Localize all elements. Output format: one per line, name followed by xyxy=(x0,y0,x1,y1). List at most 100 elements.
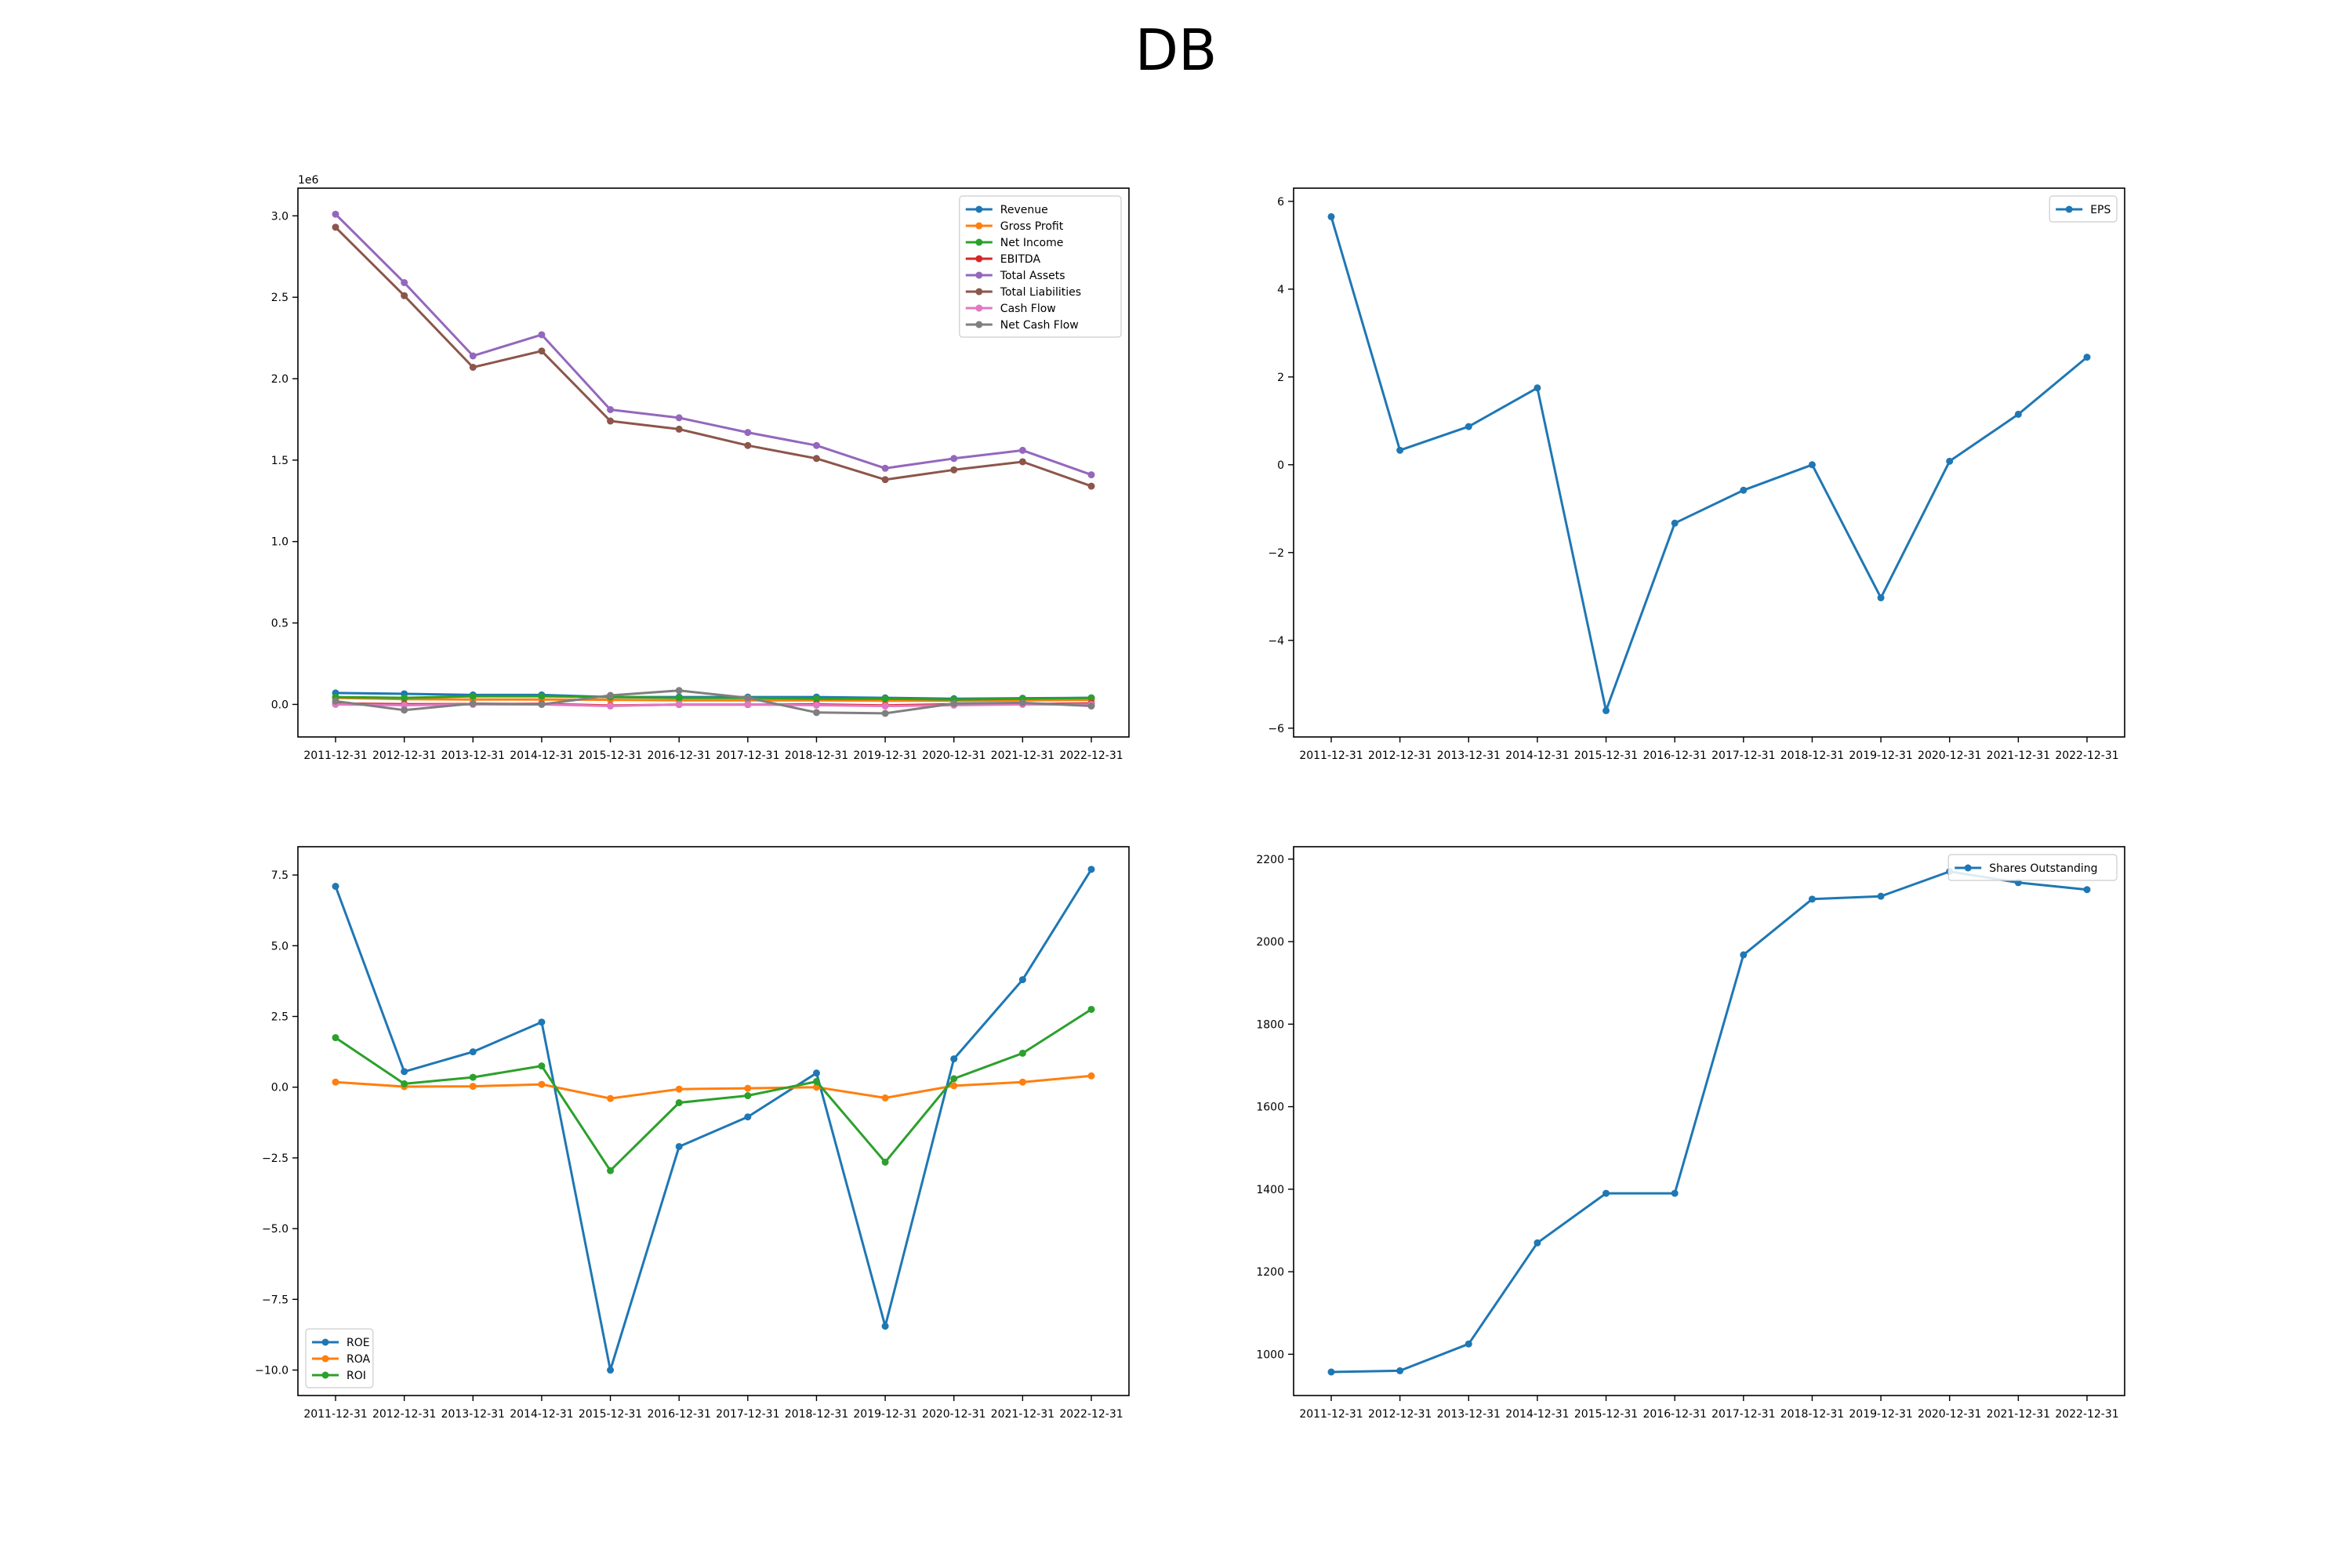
data-point xyxy=(401,701,408,709)
series-line xyxy=(334,869,1093,1371)
axes-frame xyxy=(1293,187,2125,738)
data-point xyxy=(675,1099,683,1107)
series-net-cash-flow xyxy=(332,687,1095,717)
y-tick-label: −2 xyxy=(1268,547,1284,560)
y-tick-label: 4 xyxy=(1277,284,1284,296)
y-tick-label: −7.5 xyxy=(262,1294,289,1306)
y-tick-label: 0.5 xyxy=(271,618,289,630)
y-tick-label: 1600 xyxy=(1256,1102,1284,1114)
x-tick-label: 2012-12-31 xyxy=(372,1408,436,1421)
series-line xyxy=(335,1074,1092,1100)
series-roa xyxy=(332,1072,1095,1102)
series-roe xyxy=(332,866,1095,1374)
data-point xyxy=(469,363,477,371)
legend: ROE ROA ROI xyxy=(305,1328,374,1388)
x-tick-label: 2019-12-31 xyxy=(1849,1408,1912,1421)
legend-label: Gross Profit xyxy=(1000,220,1064,233)
legend-label: Total Assets xyxy=(1000,270,1065,282)
data-point xyxy=(1396,1367,1404,1374)
y-tick-label: 0.0 xyxy=(271,1082,289,1094)
legend-item-net-income: Net Income xyxy=(965,237,1063,249)
x-tick-label: 2015-12-31 xyxy=(579,750,642,762)
y-tick-label: 2 xyxy=(1277,372,1284,384)
y-tick-label: −6 xyxy=(1268,723,1284,735)
series-shares-outstanding xyxy=(1327,868,2091,1376)
y-tick-label: 1800 xyxy=(1256,1018,1284,1031)
legend-label: EBITDA xyxy=(1000,253,1041,266)
legend-swatch-marker xyxy=(975,222,983,230)
data-point xyxy=(1602,706,1610,714)
data-point xyxy=(1327,1368,1335,1376)
data-point xyxy=(607,702,615,710)
x-tick-label: 2014-12-31 xyxy=(1505,1408,1569,1421)
data-point xyxy=(1740,486,1748,494)
data-point xyxy=(881,702,889,710)
data-point xyxy=(1087,866,1095,873)
x-tick-label: 2021-12-31 xyxy=(991,750,1054,762)
data-point xyxy=(1808,895,1816,903)
data-point xyxy=(607,691,615,699)
x-tick-label: 2018-12-31 xyxy=(1780,750,1844,762)
x-tick-label: 2012-12-31 xyxy=(372,750,436,762)
data-point xyxy=(469,699,477,707)
legend-box xyxy=(1947,854,2118,881)
x-tick-label: 2021-12-31 xyxy=(1987,750,2050,762)
data-point xyxy=(675,425,683,433)
legend-label: ROE xyxy=(347,1337,370,1349)
data-point xyxy=(401,706,408,714)
data-point xyxy=(950,1055,958,1063)
data-point xyxy=(812,1069,820,1077)
legend-swatch-marker xyxy=(321,1371,329,1379)
legend-item-ebitda: EBITDA xyxy=(965,253,1041,266)
data-point xyxy=(1877,593,1885,601)
x-tick-label: 2016-12-31 xyxy=(1642,750,1706,762)
data-point xyxy=(1946,457,1954,465)
y-tick-label: 2000 xyxy=(1256,936,1284,949)
x-tick-label: 2022-12-31 xyxy=(2055,1408,2118,1421)
y-tick-label: 6 xyxy=(1277,196,1284,209)
data-point xyxy=(744,1113,752,1121)
data-point xyxy=(1534,384,1541,392)
data-point xyxy=(538,331,546,339)
data-point xyxy=(881,695,889,702)
x-tick-label: 2020-12-31 xyxy=(1918,1408,1981,1421)
x-tick-label: 2016-12-31 xyxy=(647,750,710,762)
y-tick-label: 7.5 xyxy=(271,869,289,882)
legend-swatch-marker xyxy=(975,271,983,279)
x-tick-label: 2015-12-31 xyxy=(579,1408,642,1421)
x-tick-label: 2013-12-31 xyxy=(441,1408,505,1421)
axes-frame xyxy=(297,187,1130,738)
data-point xyxy=(607,1094,615,1102)
y-tick-label: −10.0 xyxy=(255,1365,289,1377)
data-point xyxy=(675,687,683,695)
series-eps xyxy=(1327,212,2091,714)
legend-box xyxy=(2049,195,2118,223)
legend-item-total-liabilities: Total Liabilities xyxy=(965,286,1081,299)
legend-item-shares-outstanding: Shares Outstanding xyxy=(1955,862,2098,875)
data-point xyxy=(1534,1239,1541,1247)
data-point xyxy=(812,455,820,463)
y-tick-label: 0 xyxy=(1277,459,1284,472)
x-tick-label: 2018-12-31 xyxy=(1780,1408,1844,1421)
data-point xyxy=(881,1094,889,1102)
series-total-liabilities xyxy=(332,223,1095,490)
data-point xyxy=(332,223,339,231)
data-point xyxy=(1602,1189,1610,1197)
axes-frame xyxy=(1293,846,2125,1396)
legend-label: Total Liabilities xyxy=(1000,286,1081,299)
y-tick-label: −5.0 xyxy=(262,1223,289,1236)
data-point xyxy=(675,414,683,422)
data-point xyxy=(332,210,339,218)
x-tick-label: 2022-12-31 xyxy=(1059,1408,1123,1421)
legend-item-roi: ROI xyxy=(312,1370,366,1382)
data-point xyxy=(401,1068,408,1076)
legend-swatch-marker xyxy=(1964,864,1972,872)
y-tick-label: 2.0 xyxy=(271,373,289,386)
data-point xyxy=(675,700,683,708)
x-tick-label: 2013-12-31 xyxy=(441,750,505,762)
legend-label: EPS xyxy=(2090,204,2111,216)
y-tick-label: 1.5 xyxy=(271,455,289,467)
x-tick-label: 2021-12-31 xyxy=(1987,1408,2050,1421)
data-point xyxy=(1740,951,1748,959)
data-point xyxy=(607,1167,615,1174)
